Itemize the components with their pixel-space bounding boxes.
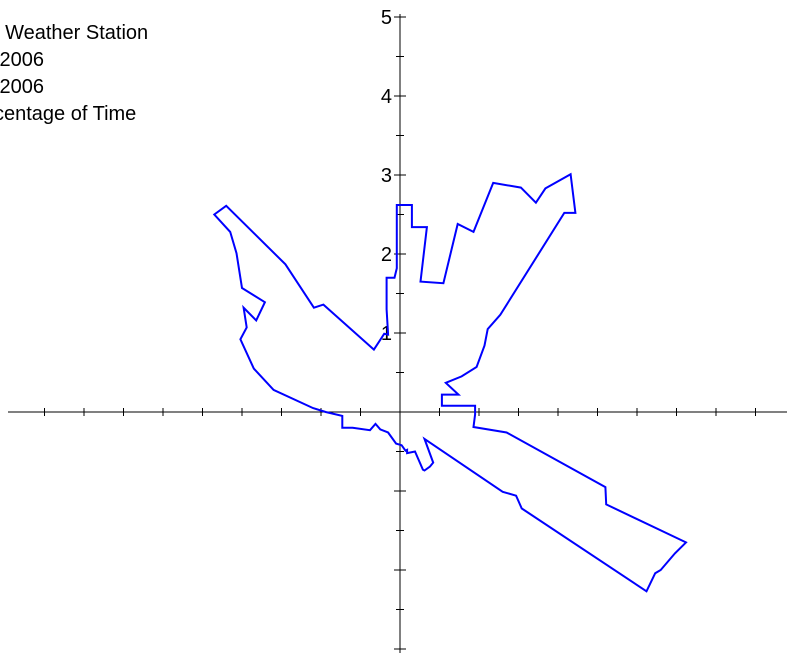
chart-info-text: . Weather Station /2006 /2006 centage of…: [0, 20, 148, 128]
info-line-2: /2006: [0, 49, 45, 71]
series-line: [212, 172, 688, 593]
y-tick-label: 2: [381, 244, 392, 266]
ticks: [44, 16, 756, 650]
y-tick-label: 3: [381, 165, 392, 187]
info-line-4: centage of Time: [0, 103, 137, 125]
data-series: [212, 172, 688, 593]
info-line-3: /2006: [0, 76, 45, 98]
info-line-1: . Weather Station: [0, 22, 149, 44]
y-tick-label: 4: [381, 86, 392, 108]
y-tick-label: 5: [381, 7, 392, 29]
